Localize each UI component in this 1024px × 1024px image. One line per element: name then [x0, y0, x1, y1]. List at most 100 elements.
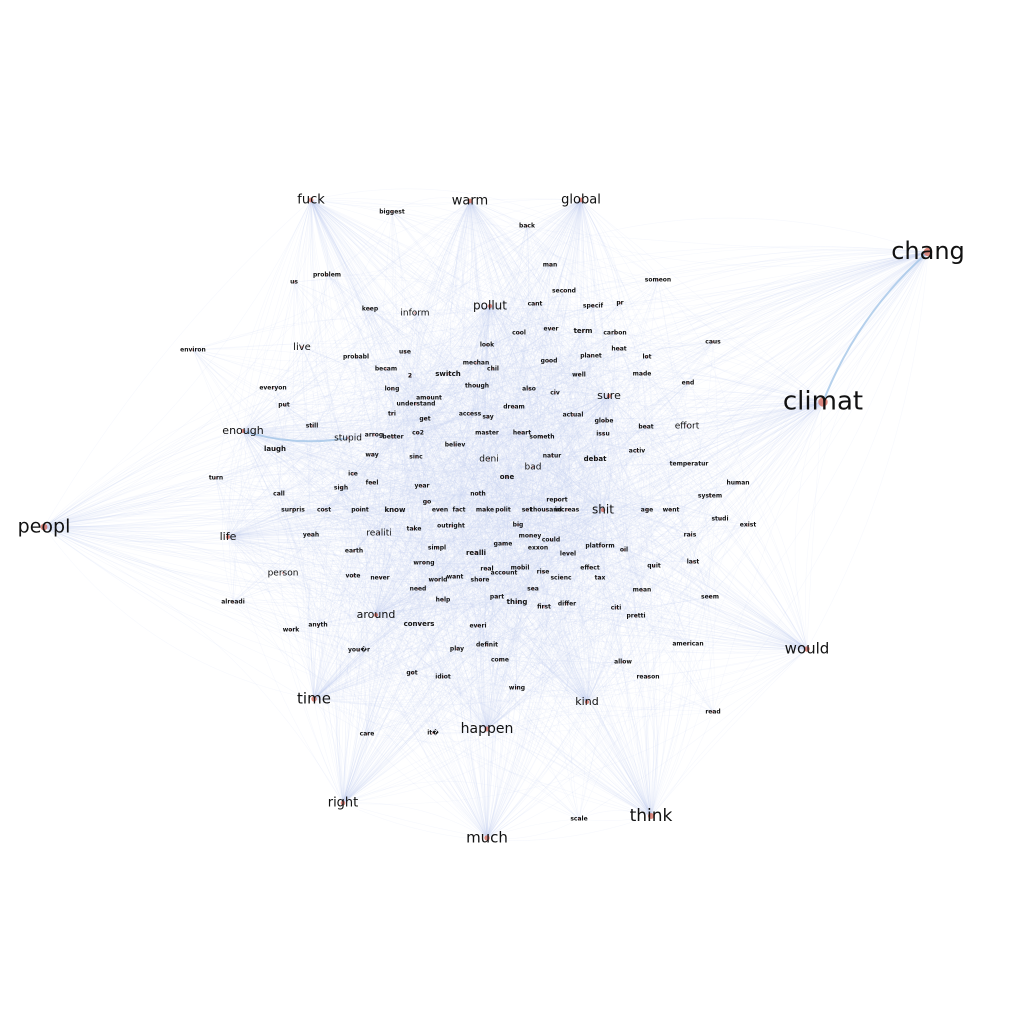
edge-1576: [378, 305, 491, 534]
edge-2427: [411, 509, 504, 674]
label-biggest: biggest: [379, 209, 405, 216]
edge-1758: [486, 509, 604, 730]
edge-292: [43, 526, 649, 678]
edge-220: [43, 384, 530, 528]
edge-540: [476, 199, 582, 495]
edge-1424: [227, 524, 749, 564]
edge-2092: [423, 562, 591, 580]
edge-632: [454, 444, 808, 650]
edge-1935: [215, 477, 739, 525]
edge-1021: [313, 509, 547, 700]
edge-698: [592, 305, 652, 817]
edge-573: [580, 199, 637, 617]
edge-838: [486, 509, 568, 839]
edge-919: [342, 473, 354, 804]
edge-100: [375, 401, 824, 616]
edge-1762: [488, 458, 604, 511]
edge-804: [453, 344, 488, 839]
edge-310: [309, 199, 380, 534]
edge-2016: [358, 625, 479, 652]
edge-173: [454, 401, 824, 578]
edge-1524: [242, 430, 749, 526]
edge-479: [469, 200, 573, 605]
label-us: us: [290, 279, 298, 286]
edge-2117: [432, 476, 509, 734]
edge-1327: [375, 528, 415, 616]
edge-1151: [418, 623, 488, 730]
edge-2099: [488, 332, 616, 460]
edge-2022: [379, 577, 568, 605]
edge-1526: [242, 430, 519, 526]
edge-2242: [442, 599, 545, 608]
edge-1653: [475, 305, 518, 689]
edge-237: [43, 450, 638, 529]
edge-1772: [602, 332, 616, 511]
edge-2394: [586, 401, 824, 703]
edge-610: [192, 349, 808, 650]
edge-1290: [375, 374, 580, 616]
edge-1033: [313, 550, 355, 700]
edge-2218: [272, 323, 616, 389]
edge-1029: [310, 534, 325, 700]
edge-1980: [432, 374, 580, 734]
edge-1175: [414, 312, 588, 703]
edge-1012: [313, 473, 354, 700]
edge-978: [307, 274, 328, 700]
edge-1900: [486, 344, 711, 598]
edge-1679: [192, 318, 610, 397]
edge-758: [560, 577, 652, 817]
edge-178: [709, 401, 824, 598]
edge-863: [483, 601, 518, 839]
edge-600: [378, 526, 808, 650]
edge-2015: [391, 211, 489, 418]
edge-713: [272, 387, 652, 817]
edge-739: [556, 499, 658, 817]
edge-588: [469, 200, 808, 650]
edge-2177: [428, 397, 562, 579]
edge-270: [43, 526, 488, 590]
edge-509: [355, 199, 582, 358]
edge-1289: [375, 375, 419, 616]
edge-614: [492, 368, 808, 650]
edge-1582: [489, 296, 621, 307]
edge-2162: [290, 200, 471, 631]
edge-1680: [486, 344, 610, 397]
edge-334: [293, 199, 313, 427]
edge-1356: [358, 614, 377, 651]
edge-1866: [599, 401, 824, 547]
edge-1688: [409, 375, 610, 405]
edge-1773: [192, 348, 604, 511]
edge-735: [646, 482, 739, 817]
edge-2069: [488, 348, 620, 460]
edge-571: [232, 199, 582, 603]
edge-401: [414, 200, 471, 314]
edge-674: [456, 648, 808, 664]
edge-1632: [489, 305, 694, 563]
edge-973: [313, 458, 490, 700]
label-live: live: [293, 342, 311, 353]
edge-1579: [489, 290, 565, 307]
edge-793: [406, 312, 488, 839]
edge-2094: [227, 536, 319, 626]
edge-792: [486, 466, 534, 839]
edge-1198: [487, 416, 588, 703]
edge-18: [592, 251, 929, 307]
edge-999: [313, 420, 605, 700]
label-globe: globe: [595, 418, 614, 425]
edge-1020: [313, 509, 528, 700]
edge-1434: [227, 536, 425, 569]
edge-354: [310, 199, 528, 511]
edge-1963: [293, 281, 610, 397]
edge-1633: [489, 305, 591, 569]
edge-2221: [487, 416, 714, 713]
edge-91: [366, 251, 929, 735]
edge-2132: [534, 303, 596, 460]
edge-870: [411, 672, 488, 839]
edge-388: [310, 199, 580, 820]
edge-1918: [486, 436, 543, 646]
edge-345: [310, 199, 374, 484]
edge-1559: [242, 430, 580, 820]
edge-1989: [439, 290, 565, 511]
edge-577: [456, 199, 584, 650]
edge-263: [43, 504, 601, 547]
